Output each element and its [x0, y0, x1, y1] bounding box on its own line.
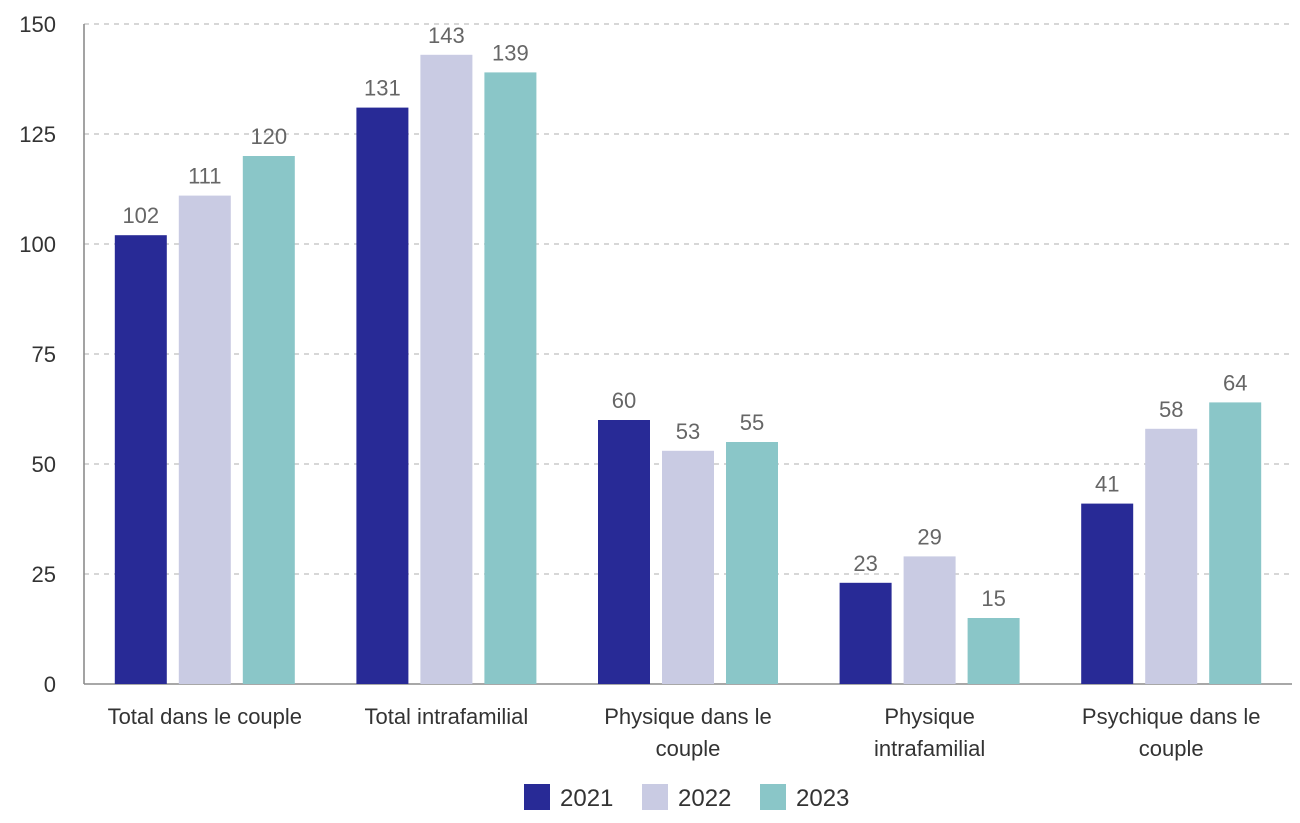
bar-2023 — [1209, 402, 1262, 684]
data-label: 29 — [917, 524, 941, 549]
data-label: 23 — [853, 551, 877, 576]
y-tick-label: 100 — [19, 232, 56, 257]
bar-2022 — [662, 450, 714, 684]
data-label: 55 — [740, 410, 764, 435]
legend: 2021 2022 2023 — [524, 784, 849, 812]
data-label: 143 — [428, 23, 465, 48]
x-axis-categories: Total dans le couple Total intrafamilial P… — [108, 704, 1261, 761]
category-label: Physique — [884, 704, 975, 729]
legend-swatch — [760, 784, 786, 810]
category-label: Physique dans le — [604, 704, 772, 729]
bar-2022 — [903, 556, 956, 684]
data-labels: 102 111 120 131 143 139 60 53 55 23 29 15 41 58 64 — [122, 23, 1247, 611]
bar-2021 — [598, 420, 650, 684]
legend-label: 2023 — [796, 785, 849, 812]
y-tick-label: 125 — [19, 122, 56, 147]
y-tick-label: 75 — [32, 342, 56, 367]
bar-2021 — [1081, 503, 1134, 684]
category-label: Total intrafamilial — [364, 704, 528, 729]
category-label: couple — [1139, 736, 1204, 761]
bar-2023 — [242, 156, 295, 684]
bars — [114, 54, 1262, 685]
bar-2021 — [356, 107, 409, 685]
category-label: Total dans le couple — [108, 704, 302, 729]
data-label: 64 — [1223, 370, 1247, 395]
data-label: 102 — [122, 203, 159, 228]
bar-2022 — [1145, 428, 1198, 684]
legend-label: 2021 — [560, 785, 613, 812]
data-label: 120 — [250, 124, 287, 149]
data-label: 131 — [364, 76, 401, 101]
y-tick-label: 150 — [19, 12, 56, 37]
data-label: 111 — [188, 164, 221, 189]
data-label: 53 — [676, 419, 700, 444]
bar-2023 — [484, 72, 537, 684]
y-tick-label: 0 — [44, 672, 56, 697]
category-label: intrafamilial — [874, 736, 985, 761]
data-label: 60 — [612, 388, 636, 413]
legend-swatch — [642, 784, 668, 810]
bar-2023 — [967, 618, 1020, 684]
bar-2022 — [420, 54, 473, 685]
data-label: 139 — [492, 40, 529, 65]
legend-swatch — [524, 784, 550, 810]
bar-2021 — [114, 235, 167, 684]
data-label: 15 — [981, 586, 1005, 611]
y-tick-label: 25 — [32, 562, 56, 587]
y-axis-ticks: 0 25 50 75 100 125 150 — [19, 12, 56, 697]
bar-2021 — [839, 582, 892, 684]
legend-label: 2022 — [678, 785, 731, 812]
y-tick-label: 50 — [32, 452, 56, 477]
bar-2022 — [178, 195, 231, 684]
category-label: Psychique dans le — [1082, 704, 1261, 729]
bar-2023 — [726, 442, 778, 684]
category-label: couple — [656, 736, 721, 761]
data-label: 41 — [1095, 472, 1119, 497]
data-label: 58 — [1159, 397, 1183, 422]
